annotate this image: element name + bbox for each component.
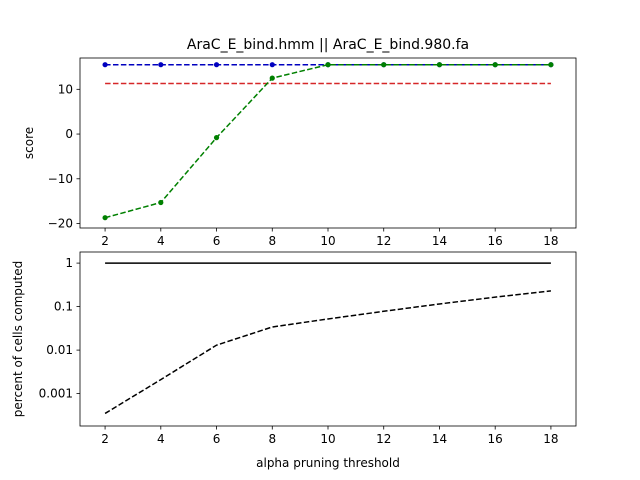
x-tick-label: 2 — [101, 432, 109, 446]
score-panel: AraC_E_bind.hmm || AraC_E_bind.980.fa 2 4 6… — [22, 37, 577, 248]
x-tick-label: 2 — [101, 234, 109, 248]
series-3-point — [381, 62, 387, 68]
cells-panel: 2 4 6 8 10 12 14 16 18 1 0.1 0.01 0.001 percent of ce… — [11, 251, 577, 470]
x-tick-label: 4 — [157, 432, 165, 446]
x-tick-label: 16 — [488, 432, 503, 446]
series-1-point — [269, 62, 275, 68]
series-3-point — [102, 215, 108, 221]
y-tick-label: 0.001 — [39, 387, 73, 401]
x-tick-label: 4 — [157, 234, 165, 248]
series-3-point — [325, 62, 331, 68]
x-tick-label: 14 — [432, 432, 447, 446]
x-tick-label: 12 — [376, 234, 391, 248]
y-tick-label: 10 — [58, 82, 73, 96]
series-3-point — [158, 199, 164, 206]
x-tick-label: 8 — [268, 234, 276, 248]
x-tick-label: 14 — [432, 234, 447, 248]
y-tick-label: 0 — [65, 127, 73, 141]
series-3-point — [213, 135, 220, 141]
x-tick-label: 10 — [320, 432, 335, 446]
x-tick-label: 18 — [543, 234, 558, 248]
x-tick-label: 10 — [320, 234, 335, 248]
x-tick-label: 6 — [213, 432, 221, 446]
series-3-point — [436, 62, 443, 68]
series-1-point — [102, 62, 108, 68]
chart-title: AraC_E_bind.hmm || AraC_E_bind.980.fa — [187, 37, 469, 53]
x-tick-label: 16 — [488, 234, 503, 248]
series-line-3 — [104, 63, 551, 219]
y-tick-label: −10 — [48, 172, 73, 186]
series-3-point — [269, 75, 275, 81]
x-axis-label: alpha pruning threshold — [256, 456, 400, 470]
x-tick-label: 6 — [213, 234, 221, 248]
y-tick-label: 1 — [65, 256, 73, 270]
x-tick-label: 8 — [268, 432, 276, 446]
y-tick-label: 0.01 — [46, 343, 73, 357]
y-tick-label: −20 — [48, 217, 73, 231]
series-3-point — [548, 62, 554, 68]
plot-frame — [79, 251, 577, 427]
y-axis-label: percent of cells computed — [11, 261, 25, 417]
series-1-point — [158, 62, 164, 68]
x-tick-label: 12 — [376, 432, 391, 446]
series-1-point — [213, 62, 220, 68]
series-3-point — [492, 62, 498, 68]
series-line-2 — [104, 290, 552, 415]
y-tick-label: 0.1 — [54, 300, 73, 314]
y-axis-label: score — [22, 127, 36, 159]
x-tick-label: 18 — [543, 432, 558, 446]
